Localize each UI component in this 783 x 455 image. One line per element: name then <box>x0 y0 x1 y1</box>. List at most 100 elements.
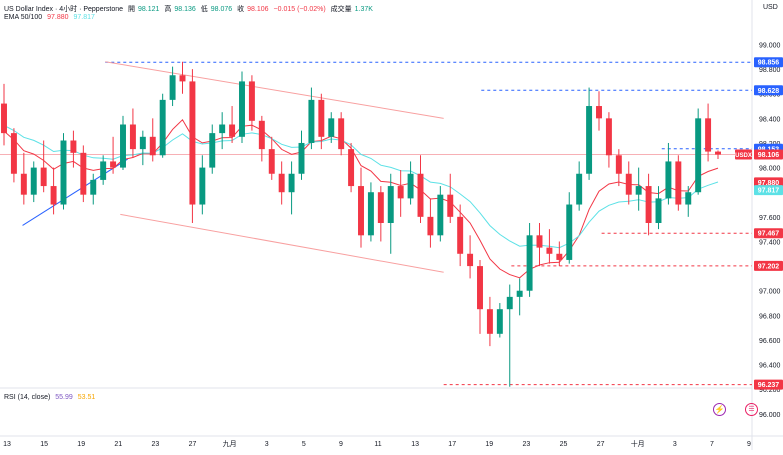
x-tick-label: 23 <box>523 441 531 448</box>
candle-body <box>20 173 27 195</box>
candle-body <box>695 118 702 193</box>
high-label: 高 <box>164 6 172 13</box>
candle-body <box>139 136 146 150</box>
y-tick-label: 98.000 <box>759 166 781 173</box>
candle-body <box>387 186 394 223</box>
x-tick-label: 25 <box>560 441 568 448</box>
x-tick-label: 19 <box>77 441 85 448</box>
symbol-tag <box>735 149 752 160</box>
candle-body <box>407 173 414 199</box>
candle-body <box>30 167 37 195</box>
candle-body <box>70 140 77 153</box>
flag-icon[interactable]: ☰ <box>745 403 758 416</box>
ema-label: EMA 50/100 <box>4 14 43 21</box>
symbol-title: US Dollar Index · 4小时 · Pepperstone <box>4 6 124 13</box>
rsi-value-2: 53.51 <box>77 394 96 401</box>
x-tick-label: 23 <box>152 441 160 448</box>
y-tick-label: 97.000 <box>759 289 781 296</box>
x-tick-label: 11 <box>374 441 381 448</box>
candle-body <box>169 75 176 100</box>
candle-body <box>447 194 454 217</box>
x-tick-label: 7 <box>710 441 714 448</box>
x-tick-label: 十月 <box>631 439 645 448</box>
lightning-icon[interactable]: ⚡ <box>713 403 726 416</box>
candle-body <box>496 309 503 334</box>
x-tick-label: 9 <box>747 441 751 448</box>
candle-body <box>40 167 47 187</box>
ema-legend: EMA 50/100 97.880 97.817 <box>4 14 98 21</box>
candle-body <box>328 118 335 137</box>
candle-body <box>129 124 136 150</box>
price-tag-label: 97.202 <box>758 263 780 270</box>
open-value: 98.121 <box>138 6 160 13</box>
volume-label: 成交量 <box>330 6 352 13</box>
candle-body <box>516 290 523 297</box>
candle-body <box>605 118 612 156</box>
open-label: 開 <box>128 6 136 13</box>
candle-body <box>437 194 444 236</box>
candle-body <box>556 253 563 260</box>
price-tag <box>754 185 783 196</box>
x-tick-label: 27 <box>597 441 605 448</box>
candle-body <box>199 167 206 205</box>
candle-body <box>546 247 553 254</box>
trendline <box>120 213 444 273</box>
candle-body <box>159 99 166 156</box>
price-tag-label: 97.880 <box>758 180 780 187</box>
candle-body <box>685 192 692 205</box>
y-tick-label: 96.800 <box>759 313 781 320</box>
candle-body <box>179 75 186 82</box>
candle-body <box>348 149 355 187</box>
candle-body <box>50 186 57 205</box>
y-tick-label: 99.000 <box>759 42 781 49</box>
trendline <box>105 61 444 119</box>
close-label: 收 <box>237 6 245 13</box>
price-tag <box>754 57 783 68</box>
candle-body <box>645 186 652 223</box>
x-tick-label: 九月 <box>223 439 237 448</box>
volume-value: 1.37K <box>354 6 373 13</box>
ema50-value: 97.880 <box>47 14 69 21</box>
candle-body <box>209 133 216 168</box>
x-tick-label: 9 <box>339 441 343 448</box>
y-tick-label: 96.400 <box>759 363 781 370</box>
y-tick-label: 96.600 <box>759 338 781 345</box>
candle-body <box>596 106 602 119</box>
change-value: −0.015 (−0.02%) <box>273 6 326 13</box>
candle-body <box>526 235 533 291</box>
price-tag-label: 97.817 <box>758 188 780 195</box>
symbol-tag-label: USDX <box>735 153 752 159</box>
candle-body <box>90 179 97 195</box>
candle-body <box>149 136 156 156</box>
candle-body <box>367 192 374 236</box>
candle-body <box>576 173 583 205</box>
y-tick-label: 97.400 <box>759 239 781 246</box>
chart-legend: US Dollar Index · 4小时 · Pepperstone 開 98.… <box>4 4 376 14</box>
close-value: 98.106 <box>247 6 269 13</box>
candle-body <box>318 99 325 137</box>
candle-body <box>467 253 474 267</box>
candle-body <box>120 124 126 168</box>
price-tag <box>754 149 783 160</box>
y-tick-label: 96.000 <box>759 412 781 419</box>
candle-body <box>477 266 483 310</box>
candle-body <box>338 118 345 150</box>
y-tick-label: 97.600 <box>759 215 781 222</box>
candle-body <box>80 152 87 195</box>
price-tag-label: 97.467 <box>758 231 780 238</box>
candle-body <box>10 133 17 174</box>
candle-body <box>268 149 275 174</box>
x-tick-label: 13 <box>411 441 419 448</box>
currency-label: USD <box>763 4 778 11</box>
candle-body <box>229 124 236 137</box>
candle-body <box>665 161 672 199</box>
candle-body <box>615 155 622 174</box>
candle-body <box>219 124 226 134</box>
candle-body <box>486 309 493 334</box>
trendline <box>22 158 129 226</box>
price-tag-label: 98.856 <box>758 60 780 67</box>
rsi-label: RSI (14, close) <box>4 394 51 401</box>
candle-body <box>625 173 632 195</box>
